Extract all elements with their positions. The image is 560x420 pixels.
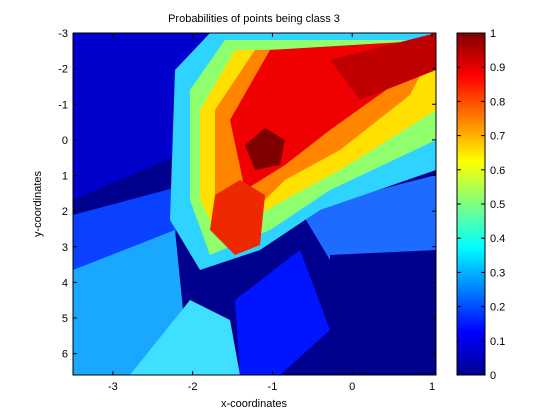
y-tick-label: -3 <box>58 28 68 40</box>
y-tick-label: 5 <box>62 313 68 325</box>
heatmap-region <box>245 128 285 170</box>
colorbar-tick-label: 0.8 <box>490 96 505 108</box>
x-tick-label: -1 <box>268 381 278 393</box>
x-axis-label: x-coordinates <box>221 398 288 410</box>
heatmap-region <box>73 230 185 375</box>
heatmap-region <box>235 250 330 375</box>
colorbar-tick-label: 0 <box>490 370 496 382</box>
colorbar-tick-label: 1 <box>490 28 496 40</box>
colorbar-ticks: 0 0.1 0.2 0.3 0.4 0.5 0.6 0.7 0.8 0.9 1 <box>457 28 505 382</box>
heatmap-area <box>73 33 436 375</box>
x-tick-label: 0 <box>349 381 355 393</box>
colorbar-tick-label: 0.1 <box>490 336 505 348</box>
y-tick-label: 0 <box>62 135 68 147</box>
heatmap-region <box>210 180 265 255</box>
colorbar-tick-label: 0.5 <box>490 199 505 211</box>
heatmap-region <box>330 250 436 375</box>
colorbar-tick-label: 0.6 <box>490 165 505 177</box>
colorbar-tick-label: 0.7 <box>490 131 505 143</box>
chart-title: Probabilities of points being class 3 <box>168 13 340 25</box>
x-tick-label: -2 <box>188 381 198 393</box>
colorbar-tick-label: 0.2 <box>490 302 505 314</box>
colorbar-tick-label: 0.4 <box>490 233 505 245</box>
y-tick-label: 2 <box>62 206 68 218</box>
y-tick-label: -1 <box>58 99 68 111</box>
colorbar-tick-label: 0.3 <box>490 267 505 279</box>
heatmap-region <box>300 175 436 260</box>
heatmap-region <box>330 33 436 100</box>
y-axis-label: y-coordinates <box>32 170 44 237</box>
y-tick-label: 4 <box>62 277 68 289</box>
plot-frame <box>72 32 437 376</box>
y-tick-label: -2 <box>58 64 68 76</box>
colorbar <box>456 32 486 376</box>
y-tick-label: 3 <box>62 242 68 254</box>
x-tick-label: -3 <box>108 381 118 393</box>
x-axis-ticks: -3 -2 -1 0 1 <box>108 33 435 393</box>
y-axis-ticks: -3 -2 -1 0 1 2 3 4 5 6 <box>58 28 436 361</box>
y-tick-label: 6 <box>62 349 68 361</box>
heatmap-region <box>130 300 240 375</box>
y-tick-label: 1 <box>62 171 68 183</box>
x-tick-label: 1 <box>429 381 435 393</box>
colorbar-tick-label: 0.9 <box>490 62 505 74</box>
